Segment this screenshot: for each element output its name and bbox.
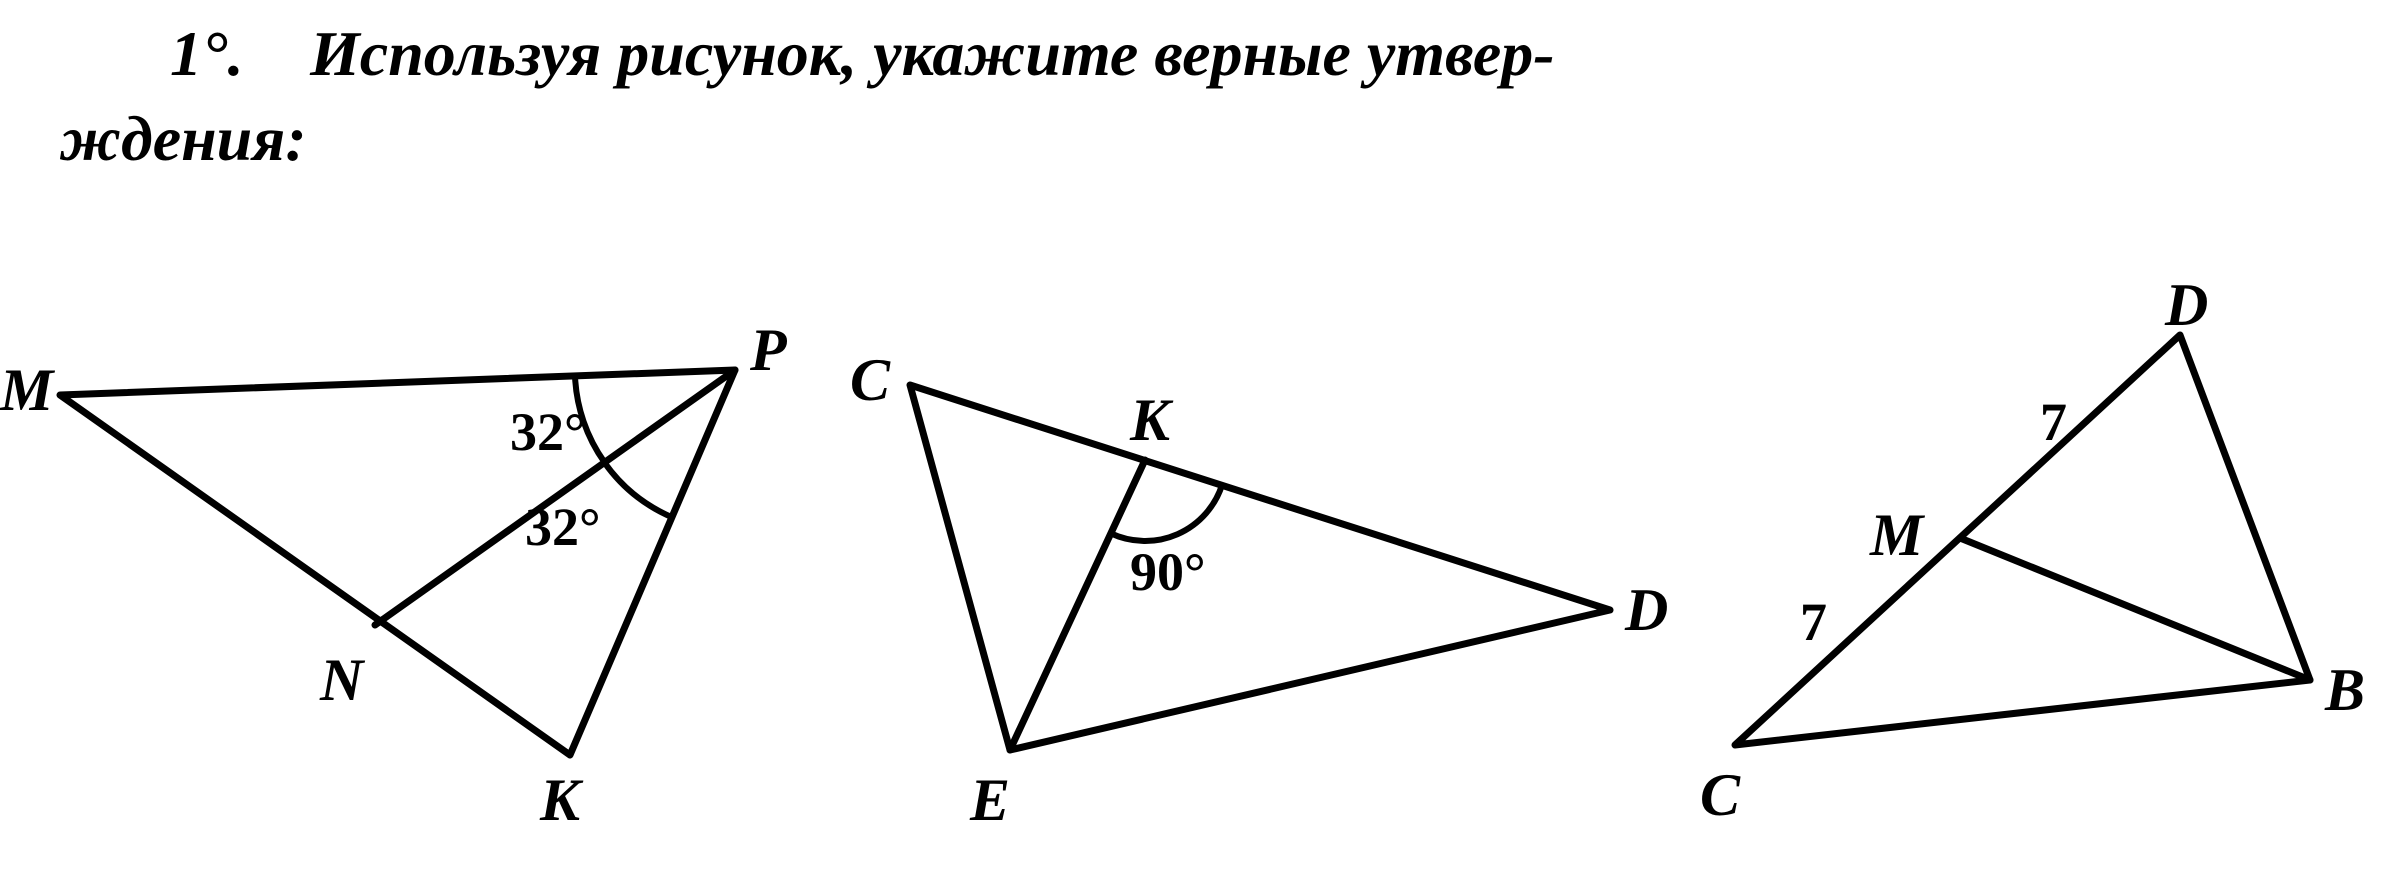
- triangle-ced: C D E K 90°: [850, 347, 1668, 833]
- arc-npk: [604, 463, 672, 518]
- question-line-2: ждения:: [59, 103, 307, 174]
- question-number: 1°.: [170, 18, 244, 89]
- angle-mpn-label: 32°: [510, 402, 586, 462]
- label-d2: D: [1624, 577, 1668, 643]
- segment-ek: [1010, 460, 1145, 750]
- label-n: N: [319, 647, 366, 713]
- segment-bm: [1960, 538, 2310, 680]
- angle-ekd-label: 90°: [1130, 542, 1206, 602]
- label-d3: D: [2164, 272, 2208, 338]
- label-m: M: [0, 357, 56, 423]
- label-k1: K: [539, 767, 584, 833]
- side-cm-label: 7: [1800, 592, 1827, 652]
- label-m3: M: [1869, 502, 1926, 568]
- label-e: E: [969, 767, 1010, 833]
- canvas: 1°. Используя рисунок, укажите верные ут…: [0, 0, 2402, 889]
- triangle-cbd-outline: [1735, 335, 2310, 745]
- label-c2: C: [850, 347, 891, 413]
- page: { "question": { "number": "1°.", "line1"…: [0, 0, 2402, 889]
- label-b: B: [2324, 657, 2365, 723]
- triangle-cbd: D B C M 7 7: [1700, 272, 2365, 828]
- side-md-label: 7: [2040, 392, 2067, 452]
- label-p: P: [749, 317, 788, 383]
- label-k2: K: [1129, 387, 1174, 453]
- triangle-ced-outline: [910, 385, 1610, 750]
- label-c3: C: [1700, 762, 1741, 828]
- triangle-mpk: M P K N 32° 32°: [0, 317, 788, 833]
- angle-npk-label: 32°: [525, 497, 601, 557]
- question-line-1: Используя рисунок, укажите верные утвер-: [309, 18, 1555, 89]
- triangle-mpk-outline: [60, 370, 735, 755]
